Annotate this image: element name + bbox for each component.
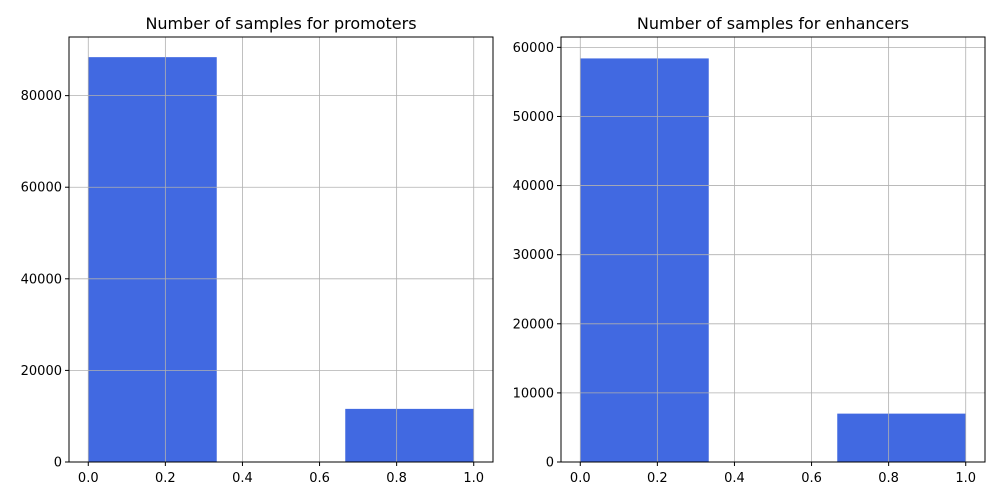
x-tick-label: 0.6 bbox=[309, 471, 330, 486]
x-tick-label: 0.4 bbox=[724, 471, 745, 486]
histogram-bar bbox=[580, 58, 709, 463]
histogram-bar bbox=[345, 408, 474, 462]
chart-title-enhancers: Number of samples for enhancers bbox=[637, 14, 909, 33]
y-tick-label: 20000 bbox=[21, 364, 62, 379]
x-tick-label: 0.2 bbox=[155, 471, 176, 486]
x-tick-label: 0.6 bbox=[801, 471, 822, 486]
plot-frame bbox=[560, 36, 986, 463]
y-tick-label: 30000 bbox=[513, 248, 554, 263]
x-tick-label: 1.0 bbox=[955, 471, 976, 486]
y-tick-label: 20000 bbox=[513, 317, 554, 332]
subplot-enhancers: Number of samples for enhancers 0.0 0.2 0.… bbox=[513, 14, 986, 486]
y-tick-label: 0 bbox=[546, 456, 554, 471]
y-tick-label: 60000 bbox=[21, 181, 62, 196]
x-tick-label: 1.0 bbox=[463, 471, 484, 486]
x-tick-label: 0.4 bbox=[232, 471, 253, 486]
x-tick-label: 0.2 bbox=[647, 471, 668, 486]
y-tick-label: 10000 bbox=[513, 386, 554, 401]
subplot-promoters: Number of samples for promoters 0.0 0.2 0.… bbox=[21, 14, 494, 486]
chart-title-promoters: Number of samples for promoters bbox=[145, 14, 416, 33]
y-tick-label: 80000 bbox=[21, 89, 62, 104]
plot-frame bbox=[68, 36, 494, 463]
x-tick-label: 0.8 bbox=[878, 471, 899, 486]
x-tick-label: 0.8 bbox=[386, 471, 407, 486]
y-tick-label: 40000 bbox=[21, 272, 62, 287]
y-tick-label: 0 bbox=[54, 456, 62, 471]
histogram-bar bbox=[837, 413, 966, 462]
x-tick-label: 0.0 bbox=[78, 471, 99, 486]
histogram-bar bbox=[88, 57, 217, 462]
y-tick-label: 60000 bbox=[513, 41, 554, 56]
y-tick-label: 50000 bbox=[513, 110, 554, 125]
x-tick-label: 0.0 bbox=[570, 471, 591, 486]
y-tick-label: 40000 bbox=[513, 179, 554, 194]
